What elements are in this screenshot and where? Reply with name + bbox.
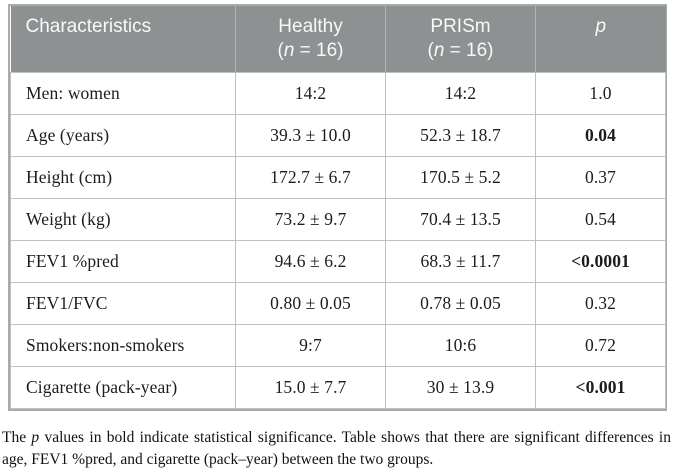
healthy-value-cell: 94.6 ± 6.2 (235, 239, 386, 283)
prism-value-cell: 14:2 (385, 71, 536, 115)
p-value-cell: <0.0001 (535, 239, 666, 283)
healthy-value-cell: 9:7 (235, 323, 386, 367)
prism-value-cell: 10:6 (385, 323, 536, 367)
row-label-cell: Height (cm) (10, 155, 236, 199)
footnote-italic-p: p (31, 429, 40, 446)
healthy-value-cell: 73.2 ± 9.7 (235, 197, 386, 241)
row-label-cell: Age (years) (10, 113, 236, 157)
row-label-cell: Cigarette (pack-year) (10, 365, 236, 409)
prism-value-cell: 30 ± 13.9 (385, 365, 536, 409)
p-value-cell: <0.001 (535, 365, 666, 409)
table-header-row: Characteristics Healthy (n = 16) PRISm (… (10, 6, 666, 72)
prism-value-cell: 0.78 ± 0.05 (385, 281, 536, 325)
table-row: Cigarette (pack-year) 15.0 ± 7.7 30 ± 13… (10, 365, 666, 409)
healthy-value-cell: 14:2 (235, 71, 386, 115)
healthy-value-cell: 39.3 ± 10.0 (235, 113, 386, 157)
header-prism-label: PRISm (430, 16, 491, 37)
healthy-value-cell: 0.80 ± 0.05 (235, 281, 386, 325)
p-value-cell: 0.37 (535, 155, 666, 199)
p-value-cell: 0.54 (535, 197, 666, 241)
p-value-cell: 0.72 (535, 323, 666, 367)
header-healthy-n: (n = 16) (277, 40, 344, 61)
row-label-cell: FEV1/FVC (10, 281, 236, 325)
table-row: FEV1/FVC 0.80 ± 0.05 0.78 ± 0.05 0.32 (10, 281, 666, 325)
footnote-text-post: values in bold indicate statistical sign… (2, 429, 671, 468)
table-row: Weight (kg) 73.2 ± 9.7 70.4 ± 13.5 0.54 (10, 197, 666, 241)
row-label-cell: Smokers:non-smokers (10, 323, 236, 367)
p-value-cell: 0.04 (535, 113, 666, 157)
p-value-cell: 1.0 (535, 71, 666, 115)
row-label-cell: Weight (kg) (10, 197, 236, 241)
header-healthy: Healthy (n = 16) (235, 6, 386, 72)
header-prism-n: (n = 16) (427, 40, 494, 61)
table-footnote: The p values in bold indicate statistica… (0, 427, 673, 470)
header-p-value: p (535, 6, 666, 72)
table-row: FEV1 %pred 94.6 ± 6.2 68.3 ± 11.7 <0.000… (10, 239, 666, 283)
prism-value-cell: 170.5 ± 5.2 (385, 155, 536, 199)
table-body: Men: women 14:2 14:2 1.0 Age (years) 39.… (10, 71, 666, 409)
healthy-value-cell: 15.0 ± 7.7 (235, 365, 386, 409)
healthy-value-cell: 172.7 ± 6.7 (235, 155, 386, 199)
header-healthy-label: Healthy (278, 16, 343, 37)
prism-value-cell: 52.3 ± 18.7 (385, 113, 536, 157)
header-prism: PRISm (n = 16) (385, 6, 536, 72)
characteristics-table: Characteristics Healthy (n = 16) PRISm (… (8, 4, 667, 411)
footnote-text-pre: The (2, 429, 32, 446)
p-value-cell: 0.32 (535, 281, 666, 325)
data-table: Characteristics Healthy (n = 16) PRISm (… (10, 6, 666, 409)
row-label-cell: Men: women (10, 71, 236, 115)
prism-value-cell: 70.4 ± 13.5 (385, 197, 536, 241)
prism-value-cell: 68.3 ± 11.7 (385, 239, 536, 283)
header-characteristics: Characteristics (10, 6, 236, 72)
table-row: Smokers:non-smokers 9:7 10:6 0.72 (10, 323, 666, 367)
table-row: Men: women 14:2 14:2 1.0 (10, 71, 666, 115)
table-row: Height (cm) 172.7 ± 6.7 170.5 ± 5.2 0.37 (10, 155, 666, 199)
table-row: Age (years) 39.3 ± 10.0 52.3 ± 18.7 0.04 (10, 113, 666, 157)
row-label-cell: FEV1 %pred (10, 239, 236, 283)
